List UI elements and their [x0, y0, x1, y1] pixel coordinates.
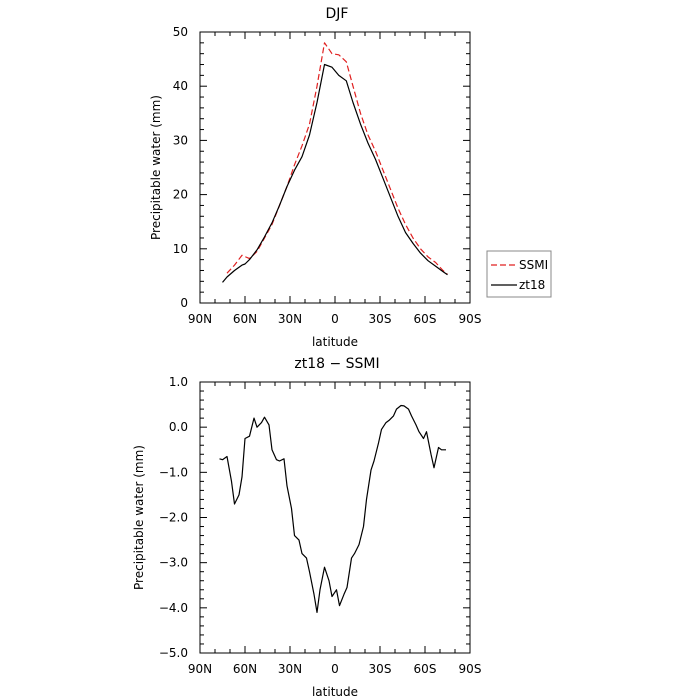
x-tick-label: 90S	[459, 312, 482, 326]
chart-title: zt18 − SSMI	[294, 356, 379, 372]
y-tick-label: 30	[173, 133, 188, 147]
y-tick-label: 1.0	[169, 375, 188, 389]
x-axis-label: latitude	[312, 335, 358, 349]
series-line-difference	[219, 404, 446, 614]
y-axis-label: Precipitable water (mm)	[149, 95, 163, 240]
series-line-ssmi	[226, 42, 448, 275]
x-tick-label: 90N	[188, 312, 212, 326]
x-tick-label: 60S	[414, 662, 437, 676]
plot-frame	[199, 381, 471, 654]
x-tick-label: 60N	[233, 312, 257, 326]
x-tick-label: 60S	[414, 312, 437, 326]
y-axis-label: Precipitable water (mm)	[132, 445, 146, 590]
x-tick-label: 30N	[278, 662, 302, 676]
y-tick-label: −3.0	[159, 556, 188, 570]
x-tick-label: 60N	[233, 662, 257, 676]
x-tick-label: 0	[331, 662, 339, 676]
legend-label: SSMI	[519, 258, 548, 272]
y-tick-label: 0	[180, 296, 188, 310]
x-tick-label: 30S	[369, 662, 392, 676]
y-tick-label: 40	[173, 79, 188, 93]
x-tick-label: 90N	[188, 662, 212, 676]
x-tick-label: 90S	[459, 662, 482, 676]
y-tick-label: 0.0	[169, 420, 188, 434]
y-tick-label: −2.0	[159, 511, 188, 525]
chart-title: DJF	[326, 6, 349, 22]
y-tick-label: −4.0	[159, 601, 188, 615]
series-line-zt18	[222, 63, 448, 283]
x-axis-label: latitude	[312, 685, 358, 699]
x-tick-label: 30S	[369, 312, 392, 326]
x-tick-label: 0	[331, 312, 339, 326]
chart-panel-2: 90N 60N 30N 0 30S 60S 90S 1.0 0.0 −1.0 −2.0 −3.0 −4.…	[132, 356, 481, 699]
y-tick-label: −5.0	[159, 646, 188, 660]
legend: SSMI zt18	[486, 250, 552, 298]
y-tick-label: 50	[173, 25, 188, 39]
y-tick-label: 10	[173, 242, 188, 256]
legend-label: zt18	[519, 278, 545, 292]
x-tick-label: 30N	[278, 312, 302, 326]
y-tick-label: −1.0	[159, 465, 188, 479]
y-tick-label: 20	[173, 188, 188, 202]
legend-box	[486, 250, 552, 298]
chart-panel-1: 90N 60N 30N 0 30S 60S 90S 0 10 20 30 40 50 DJF latitud…	[149, 6, 552, 349]
